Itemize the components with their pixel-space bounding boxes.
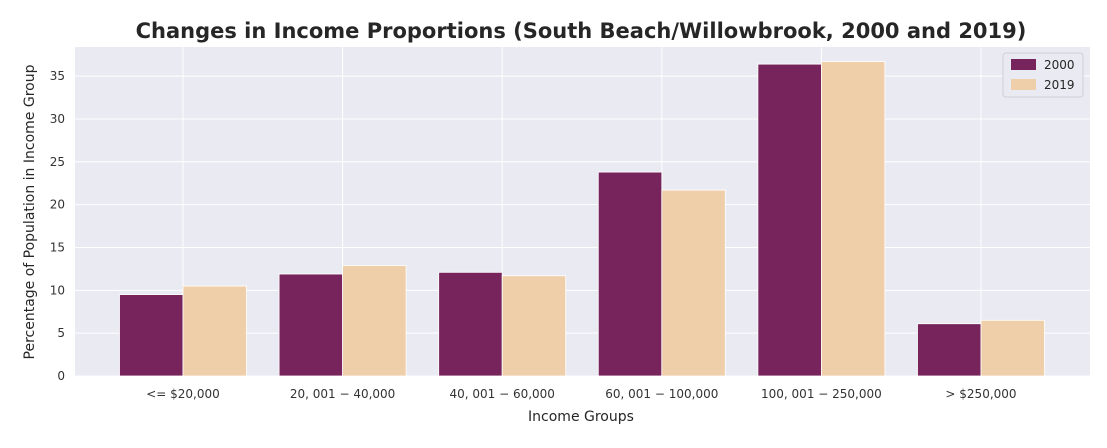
bar-2000 xyxy=(119,294,184,377)
bar-2000 xyxy=(597,171,663,377)
x-axis-label: Income Groups xyxy=(528,409,634,425)
legend-label-2000: 2000 xyxy=(1044,58,1075,72)
bar-2019 xyxy=(182,285,247,377)
x-tick-label: <= $20,000 xyxy=(146,387,220,401)
bar-2000 xyxy=(278,273,344,377)
legend-swatch-2000 xyxy=(1011,59,1036,70)
y-tick-label: 10 xyxy=(50,283,65,297)
bar-2019 xyxy=(342,265,407,377)
y-tick-label: 20 xyxy=(50,198,65,212)
bar-2019 xyxy=(821,61,886,377)
bars xyxy=(119,61,1045,377)
x-tick-label: 20, 001 − 40,000 xyxy=(290,387,395,401)
bar-2019 xyxy=(661,189,726,377)
x-tick-label: 60, 001 − 100,000 xyxy=(605,387,718,401)
legend: 2000 2019 xyxy=(1002,52,1084,98)
bar-2019 xyxy=(980,319,1045,377)
x-tick-labels: <= $20,000 20, 001 − 40,000 40, 001 − 60,0… xyxy=(146,387,1016,401)
y-tick-label: 35 xyxy=(50,69,65,83)
y-tick-labels: 0 5 10 15 20 25 30 35 xyxy=(50,69,65,383)
y-tick-label: 5 xyxy=(57,326,65,340)
y-tick-label: 25 xyxy=(50,155,65,169)
bar-2000 xyxy=(757,63,822,377)
y-tick-label: 30 xyxy=(50,112,65,126)
legend-label-2019: 2019 xyxy=(1044,78,1075,92)
y-tick-label: 0 xyxy=(57,369,65,383)
y-axis-label: Percentage of Population in Income Group xyxy=(22,64,38,359)
x-tick-label: 40, 001 − 60,000 xyxy=(449,387,554,401)
x-tick-label: 100, 001 − 250,000 xyxy=(761,387,882,401)
x-tick-label: > $250,000 xyxy=(945,387,1016,401)
legend-swatch-2019 xyxy=(1011,79,1036,90)
bar-2000 xyxy=(917,323,982,377)
y-tick-label: 15 xyxy=(50,240,65,254)
chart-title: Changes in Income Proportions (South Bea… xyxy=(136,19,1027,43)
bar-2000 xyxy=(438,271,503,377)
bar-2019 xyxy=(501,275,567,377)
